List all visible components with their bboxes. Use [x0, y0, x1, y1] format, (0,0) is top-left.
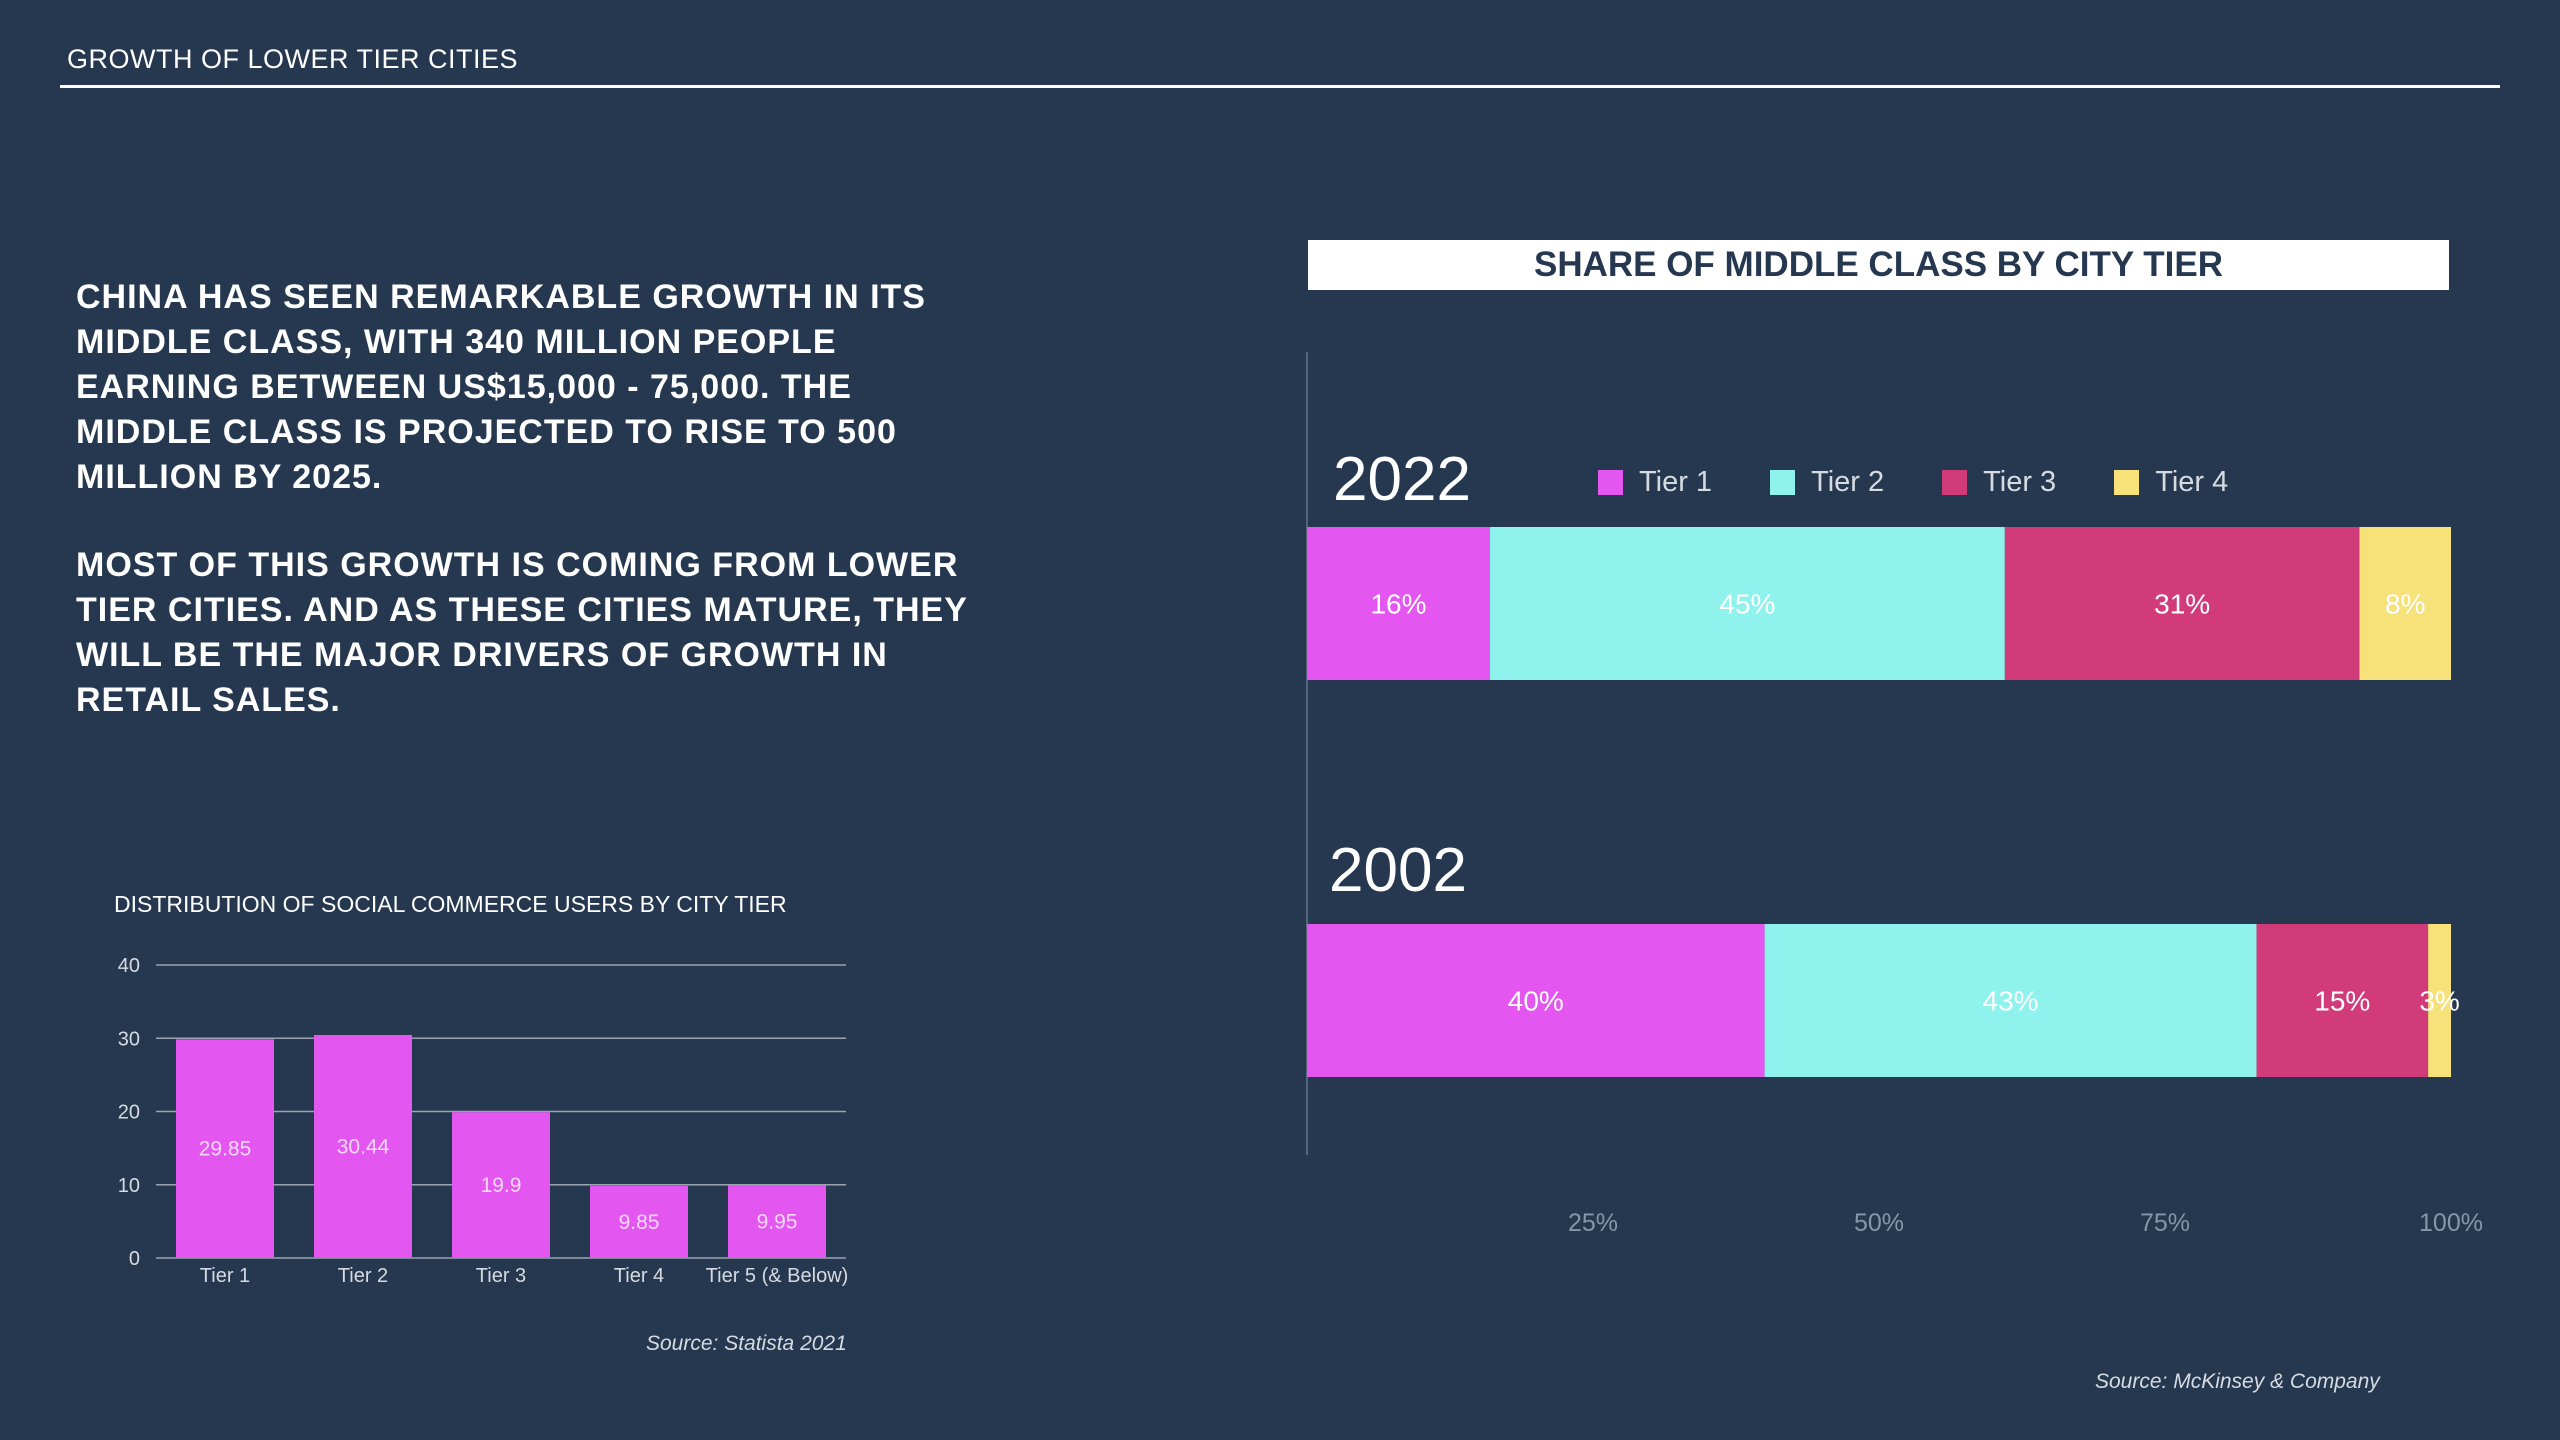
bar: [176, 1039, 274, 1258]
share-chart-legend: Tier 1 Tier 2 Tier 3 Tier 4: [1598, 464, 2286, 500]
share-x-tick-label: 25%: [1568, 1209, 1618, 1237]
year-label-2002: 2002: [1329, 836, 1467, 905]
bar-value-label: 9.85: [619, 1211, 660, 1234]
bar-y-tick-label: 10: [118, 1175, 140, 1197]
bar: [590, 1185, 688, 1258]
bar-category-label: Tier 4: [614, 1265, 664, 1287]
share-chart-source: Source: McKinsey & Company: [2095, 1370, 2380, 1393]
stacked-bar-label: 40%: [1508, 986, 1564, 1017]
share-x-tick-label: 75%: [2140, 1209, 2190, 1237]
stacked-bar-label: 15%: [2314, 986, 2370, 1017]
stacked-bar-label: 16%: [1370, 589, 1426, 620]
bar-value-label: 19.9: [481, 1174, 522, 1197]
bar: [314, 1035, 412, 1258]
legend-label: Tier 2: [1811, 465, 1885, 498]
legend-swatch-tier-1: [1598, 469, 1623, 495]
stacked-bar-label: 31%: [2154, 589, 2210, 620]
legend-swatch-tier-2: [1770, 469, 1796, 495]
stacked-bar-segment: [2004, 527, 2360, 680]
stacked-bar-label: 3%: [2419, 986, 2459, 1017]
stacked-bar-label: 8%: [2385, 589, 2425, 620]
stacked-bar-segment: [2428, 924, 2451, 1077]
intro-paragraph-2: MOST OF THIS GROWTH IS COMING FROM LOWER…: [76, 546, 968, 719]
share-x-tick-label: 100%: [2419, 1209, 2483, 1237]
year-label-2022: 2022: [1333, 445, 1471, 514]
header-divider: [60, 85, 2500, 88]
legend-item-tier-3: Tier 3: [1942, 466, 2056, 499]
bar-category-label: Tier 1: [200, 1265, 250, 1287]
bar-chart-source: Source: Statista 2021: [646, 1332, 847, 1355]
legend-swatch-tier-4: [2114, 469, 2140, 495]
stacked-bar-segment: [2256, 924, 2429, 1077]
stacked-bar-segment: [1764, 924, 2257, 1077]
intro-paragraph-1: CHINA HAS SEEN REMARKABLE GROWTH IN ITS …: [76, 278, 926, 496]
bar-category-label: Tier 5 (& Below): [706, 1265, 849, 1287]
stacked-bar-segment: [1490, 527, 2005, 680]
legend-label: Tier 4: [2155, 465, 2229, 498]
stacked-bar-segment: [1307, 527, 1491, 680]
stacked-bar-segment: [2359, 527, 2451, 680]
legend-swatch-tier-3: [1942, 469, 1968, 495]
legend-label: Tier 3: [1983, 465, 2057, 498]
bar: [728, 1185, 826, 1258]
bar-chart-title: DISTRIBUTION OF SOCIAL COMMERCE USERS BY…: [114, 891, 787, 917]
legend-item-tier-1: Tier 1: [1598, 466, 1712, 499]
stacked-bar-label: 45%: [1719, 589, 1775, 620]
legend-item-tier-4: Tier 4: [2114, 466, 2228, 499]
bar-value-label: 29.85: [199, 1138, 252, 1161]
bar-y-tick-label: 20: [118, 1102, 140, 1124]
bar-value-label: 30.44: [337, 1136, 390, 1159]
bar-y-tick-label: 30: [118, 1028, 140, 1050]
bar-value-label: 9.95: [757, 1211, 798, 1234]
bar-category-label: Tier 3: [476, 1265, 526, 1287]
bar-y-tick-label: 0: [129, 1248, 140, 1270]
bar: [452, 1112, 550, 1258]
share-x-tick-label: 50%: [1854, 1209, 1904, 1237]
page-title: GROWTH OF LOWER TIER CITIES: [67, 44, 519, 74]
bar-y-tick-label: 40: [118, 955, 140, 977]
legend-label: Tier 1: [1639, 465, 1713, 498]
share-chart-title: SHARE OF MIDDLE CLASS BY CITY TIER: [1308, 240, 2449, 290]
legend-item-tier-2: Tier 2: [1770, 466, 1884, 499]
stacked-bar-label: 43%: [1983, 986, 2039, 1017]
stacked-bar-segment: [1307, 924, 1765, 1077]
bar-category-label: Tier 2: [338, 1265, 388, 1287]
